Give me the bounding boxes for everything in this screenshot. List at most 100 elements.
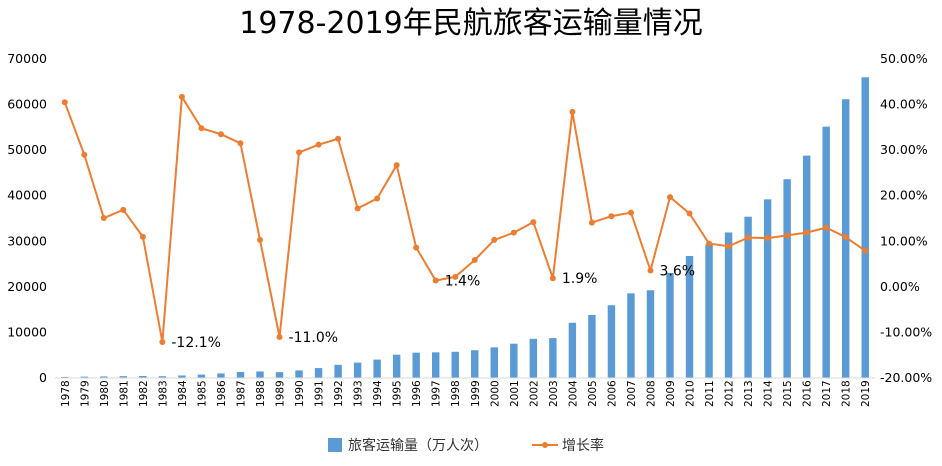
point-2006 [608, 213, 615, 220]
y-right-tick: 30.00% [880, 142, 928, 157]
y-right-tick: 10.00% [880, 233, 928, 248]
y-left-tick: 30000 [7, 233, 47, 248]
point-2011 [706, 240, 713, 247]
bar-1983 [158, 376, 167, 378]
bar-1999 [471, 350, 479, 378]
point-1982 [139, 233, 146, 240]
point-2008 [647, 267, 654, 274]
bar-2001 [510, 343, 518, 378]
bar-2016 [802, 155, 811, 378]
x-tick-2005: 2005 [587, 380, 599, 407]
annotation-2003: 1.9% [562, 271, 598, 287]
x-tick-1993: 1993 [353, 380, 365, 407]
x-tick-2011: 2011 [704, 380, 716, 407]
bar-1990 [295, 370, 303, 378]
x-tick-1988: 1988 [255, 380, 267, 407]
bar-1978 [61, 376, 69, 378]
x-tick-1981: 1981 [118, 380, 130, 407]
bar-2007 [627, 293, 635, 378]
bar-2006 [607, 305, 616, 378]
x-tick-1978: 1978 [60, 380, 72, 407]
bar-2008 [646, 290, 655, 378]
point-1987 [237, 140, 244, 147]
point-2007 [627, 209, 634, 216]
x-tick-2015: 2015 [782, 380, 794, 407]
bar-1989 [275, 372, 284, 378]
x-tick-1985: 1985 [196, 380, 208, 407]
bar-1986 [217, 373, 225, 378]
point-1985 [198, 125, 205, 132]
x-tick-2002: 2002 [528, 380, 540, 407]
bar-2012 [724, 232, 733, 378]
legend-swatch-bar [328, 438, 342, 452]
bar-2009 [666, 272, 674, 378]
y-left-tick: 10000 [7, 324, 47, 339]
bar-1979 [80, 376, 88, 378]
x-tick-2008: 2008 [645, 380, 657, 407]
point-1996 [413, 244, 420, 251]
point-2002 [530, 219, 537, 226]
bar-1998 [451, 351, 459, 378]
y-right-tick: 20.00% [880, 188, 928, 203]
x-tick-2001: 2001 [509, 380, 521, 407]
bar-1984 [178, 375, 186, 378]
bar-1987 [236, 372, 245, 378]
x-tick-1998: 1998 [450, 380, 462, 407]
bar-2003 [549, 338, 557, 378]
x-tick-1987: 1987 [235, 380, 247, 407]
point-1992 [335, 135, 342, 142]
bar-1980 [100, 376, 108, 378]
point-2005 [588, 219, 595, 226]
x-tick-2016: 2016 [802, 380, 814, 407]
point-2012 [725, 243, 732, 250]
legend-swatch-marker [542, 442, 548, 448]
point-1997 [432, 277, 439, 284]
x-tick-1986: 1986 [216, 380, 228, 407]
bar-2002 [529, 338, 538, 378]
bar-1992 [334, 364, 342, 378]
point-2001 [510, 229, 517, 236]
x-tick-1980: 1980 [99, 380, 111, 407]
point-2015 [784, 232, 791, 239]
point-2019 [862, 247, 869, 254]
y-right-tick: 40.00% [880, 97, 928, 112]
legend: 旅客运输量（万人次） 增长率 [328, 437, 604, 454]
x-tick-2003: 2003 [548, 380, 560, 407]
y-right-tick: -20.00% [880, 370, 932, 385]
y-left-tick: 40000 [7, 188, 47, 203]
point-1983 [159, 338, 166, 345]
bar-2015 [783, 179, 791, 378]
annotation-2008: 3.6% [659, 263, 695, 279]
bar-2004 [568, 322, 577, 378]
bar-1996 [412, 352, 420, 378]
point-2013 [745, 234, 752, 241]
point-2018 [842, 234, 849, 241]
x-tick-2014: 2014 [763, 380, 775, 407]
point-2010 [686, 210, 693, 217]
point-1981 [120, 206, 127, 213]
point-1980 [100, 215, 107, 222]
x-tick-1984: 1984 [177, 380, 189, 407]
x-tick-1994: 1994 [372, 380, 384, 407]
bar-2014 [763, 199, 772, 378]
bar-2005 [588, 314, 596, 378]
point-2009 [667, 194, 673, 201]
bar-series [61, 77, 869, 379]
point-1986 [217, 131, 224, 138]
point-1978 [61, 99, 68, 106]
point-2000 [491, 236, 498, 243]
chart-title: 1978-2019年民航旅客运输量情况 [239, 6, 703, 41]
x-tick-1992: 1992 [333, 380, 345, 407]
bar-2017 [822, 126, 830, 378]
x-tick-2010: 2010 [685, 380, 697, 407]
x-tick-2017: 2017 [821, 380, 833, 407]
growth-line [63, 95, 866, 343]
bar-2013 [744, 216, 752, 378]
point-1991 [315, 141, 322, 148]
y-right-tick: 0.00% [880, 279, 920, 294]
bar-2000 [490, 347, 498, 378]
bar-1997 [432, 352, 440, 378]
bar-1991 [314, 368, 323, 378]
x-tick-1999: 1999 [470, 380, 482, 407]
point-1993 [354, 205, 361, 212]
